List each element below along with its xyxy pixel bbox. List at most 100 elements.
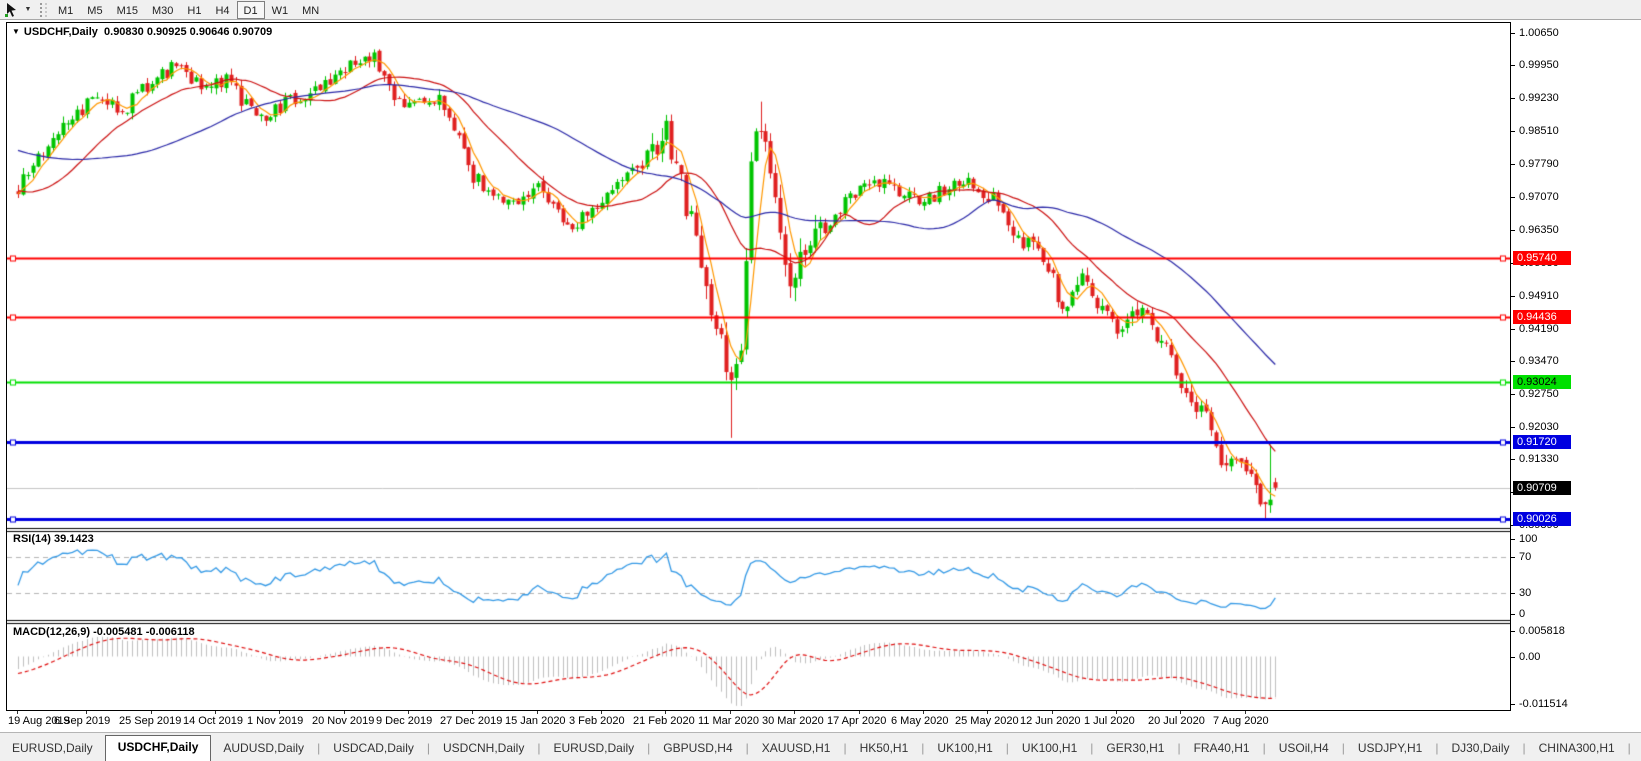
chart-tab-dj30-daily[interactable]: DJ30,Daily (1451, 741, 1510, 755)
chart-title-symbol: USDCHF,Daily (23, 26, 98, 38)
tab-separator: | (745, 741, 749, 755)
cursor-tool-icon[interactable] (2, 1, 22, 19)
timeframe-button-m30[interactable]: M30 (151, 4, 174, 17)
chart-tab-eurusd-daily[interactable]: EURUSD,Daily (553, 741, 635, 755)
date-label: 6 May 2020 (891, 715, 949, 727)
date-label: 15 Jan 2020 (505, 715, 566, 727)
chart-tab-usdchf-daily[interactable]: USDCHF,Daily (104, 735, 212, 761)
tab-separator: | (647, 741, 651, 755)
hline-price-label[interactable]: 0.94436 (1513, 310, 1571, 324)
tab-separator: | (317, 741, 321, 755)
timeframe-button-d1[interactable]: D1 (236, 0, 265, 19)
axis-tick (1511, 394, 1515, 395)
date-tick (86, 711, 87, 714)
date-label: 21 Feb 2020 (633, 715, 695, 727)
chart-tab-uk100-h1[interactable]: UK100,H1 (1021, 741, 1078, 755)
current-price-label: 0.90709 (1513, 481, 1571, 495)
macd-tick-label: 0.00 (1519, 651, 1541, 663)
bar-high-value: 0.90925 (146, 26, 187, 38)
date-label: 20 Nov 2019 (312, 715, 375, 727)
hline-price-label[interactable]: 0.90026 (1513, 512, 1571, 526)
date-tick (151, 711, 152, 714)
chart-title: ▼ USDCHF,Daily 0.90830 0.90925 0.90646 0.… (12, 26, 272, 38)
macd-indicator-label: MACD(12,26,9) -0.005481 -0.006118 (13, 626, 195, 638)
hline-price-label[interactable]: 0.95740 (1513, 251, 1571, 265)
rsi-tick-label: 0 (1519, 608, 1526, 620)
timeframe-button-m5[interactable]: M5 (87, 4, 103, 17)
cursor-tool-dropdown-icon[interactable]: ▼ (24, 6, 32, 13)
tab-separator: | (1090, 741, 1094, 755)
chart-tab-gbpusd-h4[interactable]: GBPUSD,H4 (663, 741, 733, 755)
axis-tick (1511, 657, 1515, 658)
date-tick (344, 711, 345, 714)
date-tick (794, 711, 795, 714)
price-tick-label: 0.96350 (1519, 224, 1559, 236)
price-tick-label: 0.91330 (1519, 453, 1559, 465)
chart-tab-audusd-daily[interactable]: AUDUSD,Daily (223, 741, 305, 755)
rsi-tick-label: 70 (1519, 551, 1532, 563)
date-label: 1 Nov 2019 (247, 715, 304, 727)
chart-tab-xauusd-h1[interactable]: XAUUSD,H1 (761, 741, 831, 755)
price-tick-label: 0.97790 (1519, 158, 1559, 170)
tab-separator: | (921, 741, 925, 755)
tab-separator: | (843, 741, 847, 755)
date-tick (923, 711, 924, 714)
macd-tick-label: 0.005818 (1519, 625, 1565, 637)
axis-tick (1511, 614, 1515, 615)
timeframe-button-m15[interactable]: M15 (116, 4, 138, 17)
date-tick (1245, 711, 1246, 714)
hline-price-label[interactable]: 0.91720 (1513, 435, 1571, 449)
hline-price-label[interactable]: 0.93024 (1513, 375, 1571, 389)
timeframe-button-w1[interactable]: W1 (271, 4, 289, 17)
price-tick-label: 0.98510 (1519, 125, 1559, 137)
tab-separator: | (1341, 741, 1345, 755)
timeframe-button-mn[interactable]: MN (302, 4, 320, 17)
date-tick (472, 711, 473, 714)
cursor-pointer-icon (5, 2, 16, 17)
axis-tick (1511, 361, 1515, 362)
chart-tab-fra40-h1[interactable]: FRA40,H1 (1193, 741, 1250, 755)
timeframe-button-h4[interactable]: H4 (215, 4, 230, 17)
chart-tab-ger30-h1[interactable]: GER30,H1 (1106, 741, 1165, 755)
chart-tab-china300-h1[interactable]: CHINA300,H1 (1538, 741, 1615, 755)
price-axis[interactable]: 1.00650 0.99950 0.99230 0.98510 0.97790 0.970… (1511, 22, 1641, 711)
date-axis[interactable]: 19 Aug 2019 6 Sep 2019 25 Sep 2019 14 Oct 2… (6, 711, 1511, 731)
chart-tab-hk50-h1[interactable]: HK50,H1 (859, 741, 909, 755)
date-label: 7 Aug 2020 (1213, 715, 1269, 727)
chart-tab-usdcnh-daily[interactable]: USDCNH,Daily (443, 741, 525, 755)
tab-separator: | (1522, 741, 1526, 755)
date-label: 3 Feb 2020 (569, 715, 625, 727)
tab-separator: | (537, 741, 541, 755)
axis-tick (1511, 459, 1515, 460)
chart-tab-usoil-h1[interactable]: USOil,H1 (1632, 737, 1641, 761)
chart-tab-uk100-h1[interactable]: UK100,H1 (937, 741, 993, 755)
rsi-tick-label: 30 (1519, 587, 1532, 599)
timeframe-button-h1[interactable]: H1 (187, 4, 202, 17)
chart-tab-usoil-h4[interactable]: USOil,H4 (1278, 741, 1329, 755)
axis-tick (1511, 427, 1515, 428)
axis-tick (1511, 557, 1515, 558)
axis-tick (1511, 593, 1515, 594)
chart-tab-usdcad-daily[interactable]: USDCAD,Daily (333, 741, 414, 755)
date-tick (17, 711, 18, 714)
date-tick (1052, 711, 1053, 714)
date-label: 6 Sep 2019 (54, 715, 111, 727)
toolbar-grip-handle[interactable] (40, 2, 47, 17)
bar-low-value: 0.90646 (189, 26, 230, 38)
price-tick-label: 0.97070 (1519, 191, 1559, 203)
chart-canvas[interactable] (7, 23, 1510, 710)
date-label: 14 Oct 2019 (183, 715, 243, 727)
rsi-tick-label: 100 (1519, 533, 1538, 545)
date-label: 27 Dec 2019 (440, 715, 503, 727)
chart-tab-usdjpy-h1[interactable]: USDJPY,H1 (1357, 741, 1423, 755)
macd-tick-label: -0.011514 (1519, 698, 1568, 710)
timeframe-button-m1[interactable]: M1 (58, 4, 74, 17)
tab-separator: | (1435, 741, 1439, 755)
chart-tab-eurusd-daily[interactable]: EURUSD,Daily (12, 741, 93, 755)
rsi-name: RSI(14) (13, 533, 51, 545)
rsi-indicator-label: RSI(14) 39.1423 (13, 533, 94, 545)
tab-separator: | (1177, 741, 1181, 755)
tab-separator: | (1005, 741, 1009, 755)
tab-separator: | (1262, 741, 1266, 755)
chart-title-dropdown-icon[interactable]: ▼ (12, 27, 20, 36)
